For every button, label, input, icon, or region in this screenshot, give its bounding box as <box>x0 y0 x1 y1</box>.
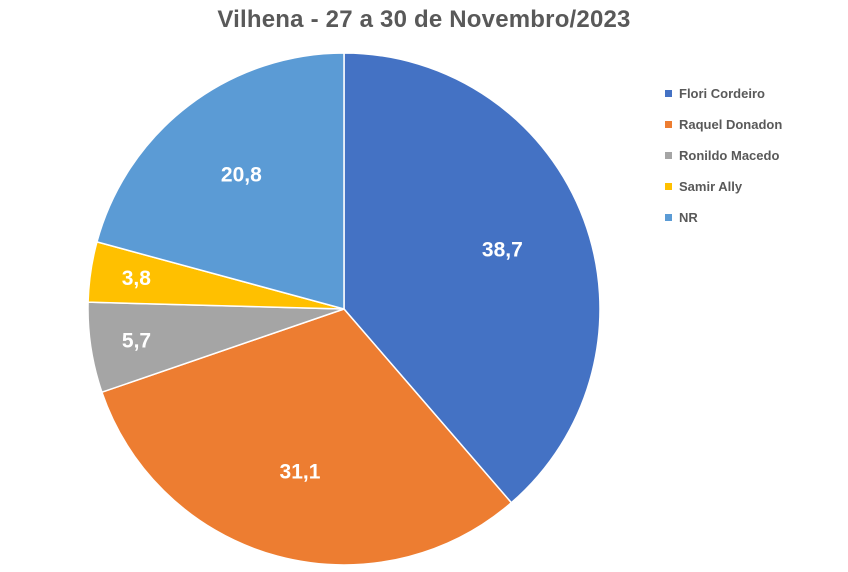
legend-item-nr: NR <box>665 202 845 233</box>
legend-swatch <box>665 152 672 159</box>
data-label-samir-ally: 3,8 <box>122 267 152 290</box>
legend-item-samir-ally: Samir Ally <box>665 171 845 202</box>
legend-label: Flori Cordeiro <box>679 86 765 101</box>
data-label-ronildo-macedo: 5,7 <box>122 329 151 352</box>
legend-swatch <box>665 214 672 221</box>
data-label-nr: 20,8 <box>221 163 262 186</box>
legend-swatch <box>665 121 672 128</box>
chart-legend: Flori Cordeiro Raquel Donadon Ronildo Mace… <box>665 78 845 233</box>
pie-slice-raquel-donadon <box>100 308 513 566</box>
legend-label: Samir Ally <box>679 179 743 194</box>
chart-title: Vilhena - 27 a 30 de Novembro/2023 <box>217 6 631 33</box>
legend-swatch <box>665 90 672 97</box>
data-label-flori-cordeiro: 38,7 <box>482 239 523 262</box>
legend-label: NR <box>679 210 698 225</box>
legend-label: Raquel Donadon <box>679 117 783 132</box>
legend-swatch <box>665 183 672 190</box>
legend-item-raquel-donadon: Raquel Donadon <box>665 109 845 140</box>
legend-item-flori-cordeiro: Flori Cordeiro <box>665 78 845 109</box>
pie-slice-flori-cordeiro <box>343 52 601 504</box>
pie-slice-nr <box>96 52 345 310</box>
data-label-raquel-donadon: 31,1 <box>280 461 321 484</box>
legend-item-ronildo-macedo: Ronildo Macedo <box>665 140 845 171</box>
legend-label: Ronildo Macedo <box>679 148 780 163</box>
